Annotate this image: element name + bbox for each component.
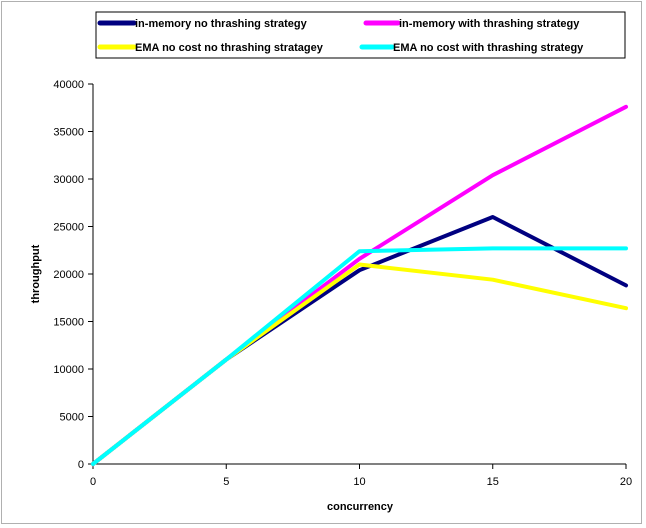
legend: in-memory no thrashing strategy in-memory… [97,18,584,54]
y-tick-label: 5000 [60,412,84,424]
y-tick-label: 40000 [53,79,84,91]
legend-label: in-memory no thrashing strategy [135,18,308,30]
y-tick-label: 20000 [53,269,84,281]
y-tick-label: 10000 [53,364,84,376]
x-tick-label: 0 [90,476,96,488]
series-lines [91,104,628,466]
x-tick-label: 5 [223,476,229,488]
x-tick-label: 10 [353,476,365,488]
series-line-1 [91,215,628,466]
series-line-3 [91,262,628,466]
y-axis-ticks: 0 5000 10000 15000 20000 25000 30000 35000 40000 [53,79,93,471]
legend-label: EMA no cost no thrashing stratagey [135,42,324,54]
y-tick-label: 30000 [53,174,84,186]
x-axis-ticks: 0 5 10 15 20 [90,464,632,488]
legend-box [95,11,626,59]
series-line-4 [91,246,628,466]
x-tick-label: 20 [620,476,632,488]
y-tick-label: 35000 [53,127,84,139]
legend-label: in-memory with thrashing strategy [399,18,580,30]
y-tick-label: 15000 [53,317,84,329]
y-axis-title: throughput [30,244,42,303]
x-tick-label: 15 [487,476,499,488]
y-tick-label: 25000 [53,222,84,234]
y-tick-label: 0 [78,459,84,471]
series-line-2 [91,104,628,466]
x-axis-title: concurrency [327,501,394,513]
legend-label: EMA no cost with thrashing strategy [393,42,584,54]
